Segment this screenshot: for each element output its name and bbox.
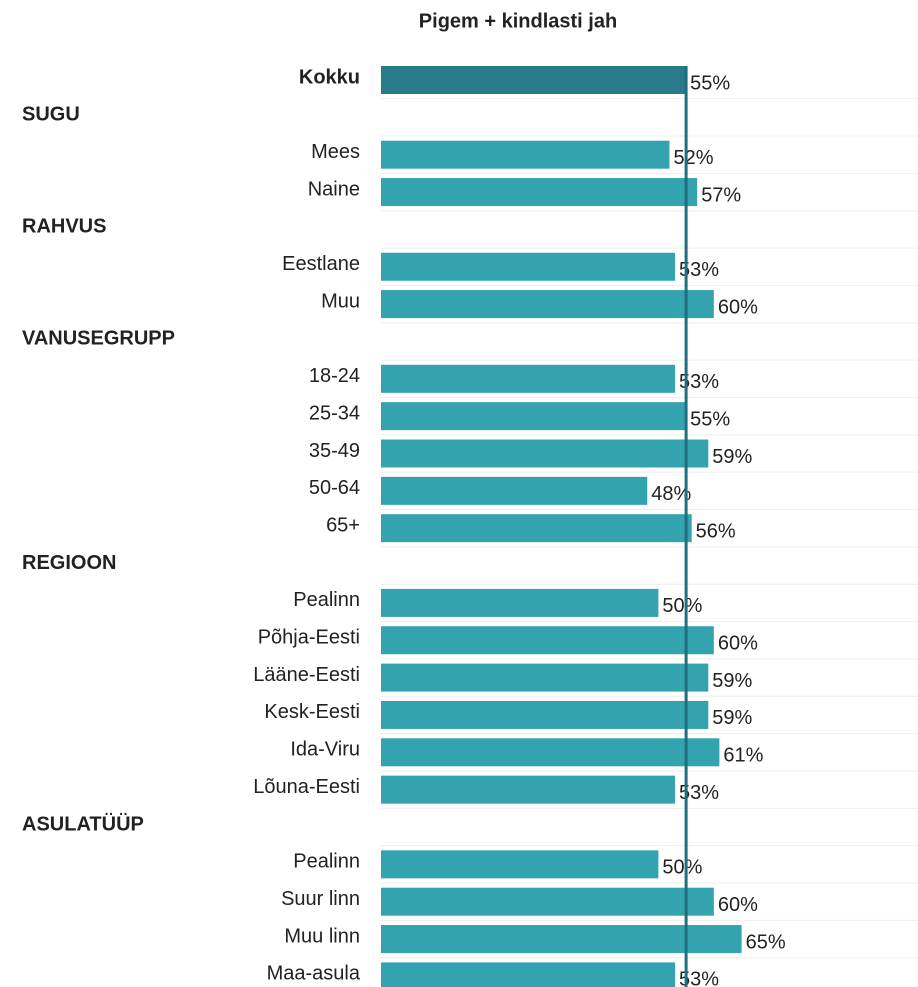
category-label: Kokku <box>299 66 360 88</box>
value-label: 53% <box>679 782 719 804</box>
bar <box>381 887 714 916</box>
category-label: 25-34 <box>309 402 360 424</box>
bar <box>381 66 687 94</box>
bar <box>381 402 687 431</box>
category-label: 65+ <box>326 514 360 536</box>
bar <box>381 738 720 767</box>
category-label: Eestlane <box>282 253 360 275</box>
bar <box>381 850 659 879</box>
bar <box>381 663 709 692</box>
value-label: 65% <box>746 931 786 953</box>
category-label: Maa-asula <box>267 963 361 985</box>
value-label: 53% <box>679 371 719 393</box>
bar <box>381 364 676 393</box>
value-label: 60% <box>718 894 758 916</box>
bar <box>381 439 709 468</box>
category-label: Lääne-Eesti <box>253 664 360 686</box>
value-label: 57% <box>701 184 741 206</box>
bar <box>381 775 676 804</box>
value-label: 61% <box>723 745 763 767</box>
value-label: 60% <box>718 296 758 318</box>
value-label: 48% <box>651 483 691 505</box>
category-label: Põhja-Eesti <box>258 627 360 649</box>
bar <box>381 626 714 655</box>
value-label: 55% <box>690 408 730 430</box>
category-label: Lõuna-Eesti <box>253 776 360 798</box>
bar <box>381 925 742 954</box>
category-label: Muu linn <box>284 925 360 947</box>
category-label: 35-49 <box>309 440 360 462</box>
value-label: 59% <box>712 446 752 468</box>
value-label: 50% <box>662 857 702 879</box>
bar <box>381 290 714 319</box>
category-label: Kesk-Eesti <box>264 701 360 723</box>
value-label: 50% <box>662 595 702 617</box>
value-label: 59% <box>712 670 752 692</box>
category-label: 18-24 <box>309 365 360 387</box>
value-label: 56% <box>696 520 736 542</box>
bar <box>381 476 648 505</box>
value-label: 52% <box>673 147 713 169</box>
category-label: Pealinn <box>293 851 360 873</box>
category-label: Suur linn <box>281 888 360 910</box>
category-label: Pealinn <box>293 589 360 611</box>
group-header: RAHVUS <box>22 216 106 238</box>
bar <box>381 178 698 207</box>
group-header: SUGU <box>22 104 80 126</box>
category-label: Ida-Viru <box>290 739 360 761</box>
chart-title: Pigem + kindlasti jah <box>419 10 617 32</box>
value-label: 60% <box>718 633 758 655</box>
bar <box>381 700 709 729</box>
bar <box>381 514 692 543</box>
bar <box>381 588 659 617</box>
group-header: REGIOON <box>22 552 116 574</box>
category-label: Naine <box>308 178 360 200</box>
category-label: Muu <box>321 290 360 312</box>
value-label: 59% <box>712 707 752 729</box>
bar <box>381 140 670 169</box>
category-label: 50-64 <box>309 477 360 499</box>
value-label: 53% <box>679 259 719 281</box>
value-label: 53% <box>679 969 719 987</box>
group-header: ASULATÜÜP <box>22 812 144 835</box>
value-label: 55% <box>690 72 730 94</box>
bar <box>381 252 676 281</box>
group-header: VANUSEGRUPP <box>22 328 175 350</box>
bar <box>381 962 676 987</box>
category-label: Mees <box>311 141 360 163</box>
